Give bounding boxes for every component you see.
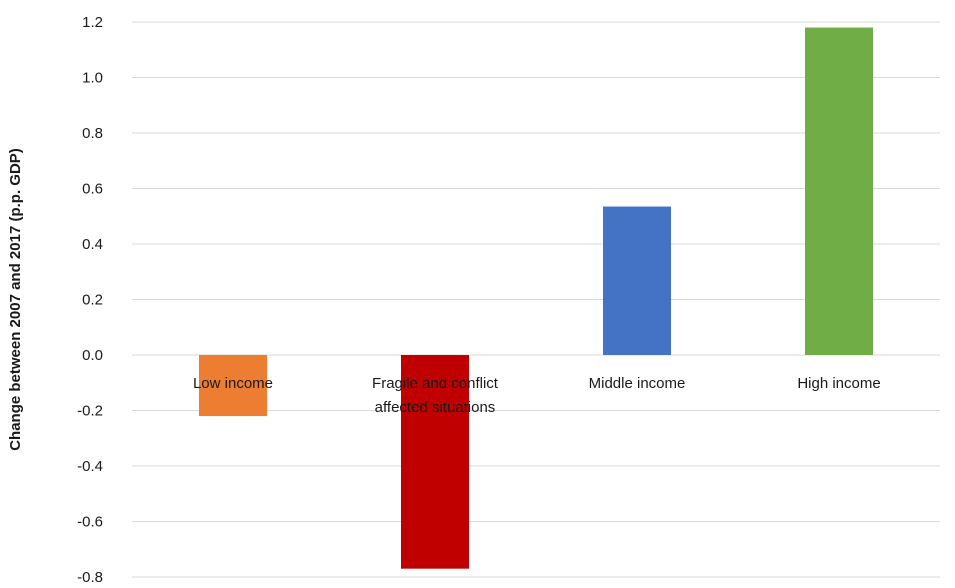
y-axis-tick-labels: 1.2 1.0 0.8 0.6 0.4 0.2 0.0 -0.2 -0.4 -0.6 -0.8 xyxy=(77,14,103,586)
y-tick-label: 0.4 xyxy=(82,236,103,253)
bar xyxy=(401,355,469,569)
y-tick-label: -0.6 xyxy=(77,514,103,531)
bar xyxy=(805,27,873,356)
y-tick-label: 0.6 xyxy=(82,181,103,198)
y-tick-label: -0.4 xyxy=(77,458,103,475)
bars xyxy=(199,27,873,569)
category-label: Low income xyxy=(193,375,273,392)
y-tick-label: 0.8 xyxy=(82,125,103,142)
y-tick-label: 1.2 xyxy=(82,14,103,31)
y-tick-label: -0.2 xyxy=(77,403,103,420)
y-tick-label: 1.0 xyxy=(82,70,103,87)
category-labels: Low income Fragile and conflict affected s… xyxy=(193,375,881,416)
y-axis-title: Change between 2007 and 2017 (p.p. GDP) xyxy=(7,148,24,451)
category-label: High income xyxy=(797,375,880,392)
bar xyxy=(603,206,671,355)
category-label: Fragile and conflict affected situations xyxy=(372,375,499,416)
y-tick-label: 0.0 xyxy=(82,347,103,364)
bar xyxy=(199,355,267,417)
category-label: Middle income xyxy=(589,375,686,392)
y-tick-label: 0.2 xyxy=(82,292,103,309)
y-tick-label: -0.8 xyxy=(77,569,103,586)
